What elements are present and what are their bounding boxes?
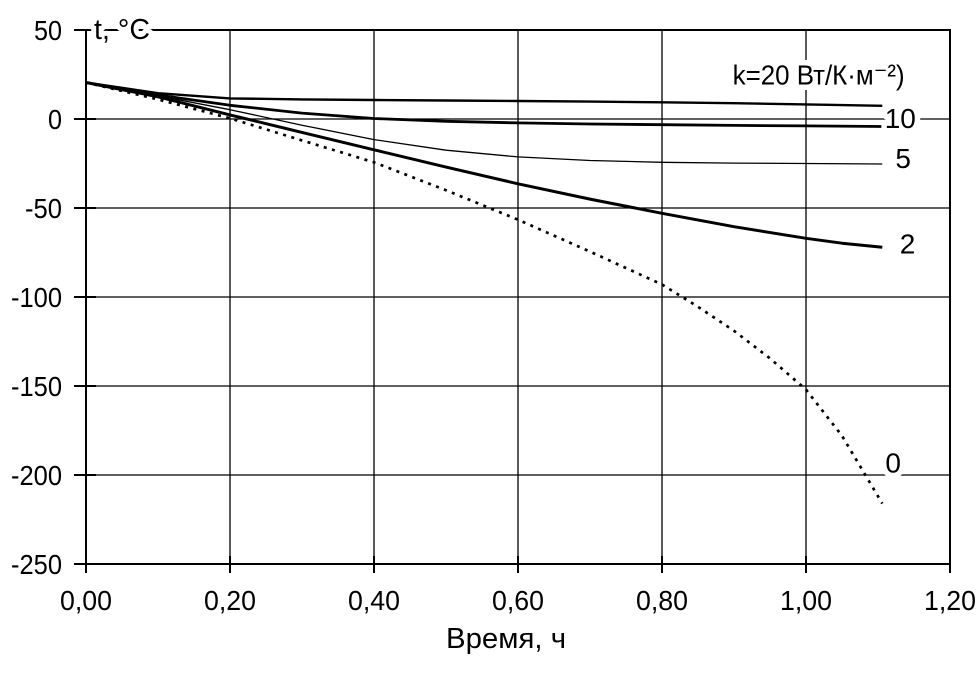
- series-k2-line: [85, 81, 883, 249]
- x-tick-label: 0,40: [348, 585, 400, 616]
- series-k2-label: 2: [900, 229, 916, 260]
- y-tick-label: -150: [11, 371, 62, 402]
- series-k10-label: 10: [885, 103, 916, 134]
- x-axis-title: Время, ч: [446, 623, 566, 655]
- tick-labels-layer: 0,00 0,20 0,40 0,60 0,80 1,00 1,20500-50-100-1…: [11, 15, 976, 616]
- y-tick-label: -200: [11, 460, 62, 491]
- series-k5-line: [85, 81, 883, 165]
- series-k10-line: [85, 81, 883, 128]
- x-tick-label: 0,80: [636, 585, 688, 616]
- series-k20-line: [85, 81, 883, 107]
- series-k0-label: 0: [885, 448, 901, 479]
- y-tick-label: 0: [48, 104, 62, 135]
- y-tick-label: -250: [11, 549, 62, 580]
- x-tick-label: 1,20: [924, 585, 976, 616]
- series-layer: [85, 81, 884, 505]
- x-tick-label: 1,00: [780, 585, 832, 616]
- series-k20-label: k=20 Вт/К·м⁻²): [733, 60, 905, 91]
- series-k0-line: [85, 81, 884, 505]
- y-tick-label: 50: [34, 15, 62, 46]
- ticks-layer: [74, 29, 951, 573]
- y-tick-label: -100: [11, 282, 62, 313]
- y-axis-title: t, °C: [94, 14, 150, 46]
- series-labels-layer: k=20 Вт/К·м⁻²) 10 5 2 0: [727, 54, 921, 484]
- y-tick-label: -50: [25, 193, 62, 224]
- x-tick-label: 0,00: [60, 585, 112, 616]
- series-k5-label: 5: [895, 143, 911, 174]
- x-tick-label: 0,20: [204, 585, 256, 616]
- x-tick-label: 0,60: [492, 585, 544, 616]
